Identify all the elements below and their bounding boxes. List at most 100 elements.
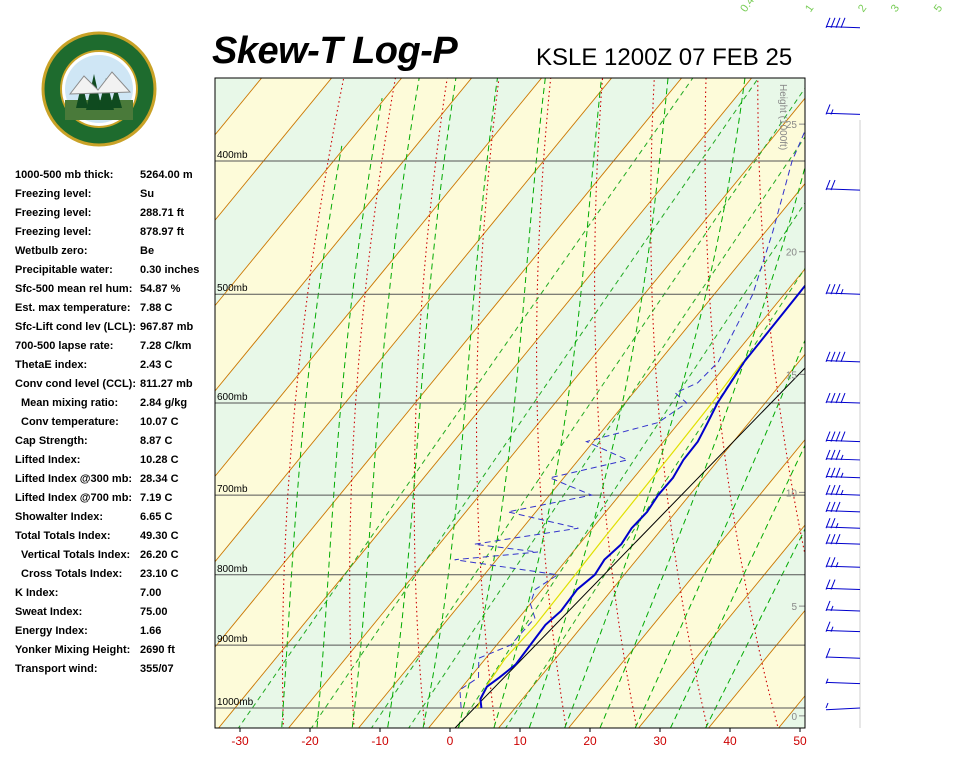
height-tick-label: 5 — [791, 602, 797, 613]
index-value: 7.88 C — [140, 302, 173, 314]
index-label: 700-500 lapse rate: — [15, 340, 114, 352]
mixing-ratio-line — [457, 202, 805, 728]
dry-adiabat — [757, 78, 805, 558]
index-label: Freezing level: — [15, 188, 92, 200]
wind-barb-flag — [830, 449, 836, 461]
wind-barb — [825, 579, 861, 591]
temperature-tick-label: -10 — [371, 734, 389, 748]
temperature-tick-label: 0 — [447, 734, 454, 748]
reference-line — [454, 367, 805, 728]
pressure-label: 1000mb — [217, 697, 254, 708]
temperature-tick-label: -20 — [301, 734, 319, 748]
index-value: 7.19 C — [140, 492, 173, 504]
wind-barb-flag — [840, 392, 846, 404]
wind-barb — [825, 678, 861, 685]
pressure-label: 800mb — [217, 564, 248, 575]
wind-barb-flag — [830, 557, 836, 568]
height-tick-label: 0 — [791, 712, 797, 723]
wind-barb-flag — [840, 17, 846, 28]
moist-adiabat — [316, 98, 383, 728]
wind-barb-shaft — [825, 656, 861, 659]
wind-barb — [825, 351, 861, 363]
wind-barb-flag — [835, 284, 841, 295]
index-value: Su — [140, 188, 155, 200]
index-label: Cap Strength: — [15, 435, 88, 447]
wind-barb-flag — [835, 501, 841, 513]
wind-barb-flag — [830, 17, 836, 28]
index-label: Est. max temperature: — [15, 302, 131, 314]
wind-barb-half-flag — [835, 562, 839, 568]
dry-adiabat — [704, 78, 779, 728]
index-label: Freezing level: — [15, 226, 92, 238]
wind-barb-flag — [835, 351, 841, 363]
pressure-label: 400mb — [217, 150, 248, 161]
station-time-label: KSLE 1200Z 07 FEB 25 — [536, 44, 793, 71]
wind-barb-flag — [825, 501, 831, 513]
index-label: Energy Index: — [15, 625, 88, 637]
index-value: 5264.00 m — [140, 169, 193, 181]
temperature-profile-line — [479, 284, 805, 709]
wind-barb-half-flag — [830, 109, 834, 115]
index-label: Lifted Index @300 mb: — [15, 473, 133, 485]
wind-barb-flag — [825, 449, 831, 461]
index-value: 10.28 C — [140, 454, 179, 466]
wind-barb-flag — [825, 557, 831, 568]
isotherm-line — [215, 78, 683, 648]
index-label: Transport wind: — [15, 663, 98, 675]
index-label: Sfc-500 mean rel hum: — [15, 283, 133, 295]
mixing-ratio-line — [237, 78, 694, 728]
temperature-tick-label: 50 — [793, 734, 807, 748]
wind-barb-flag — [830, 484, 836, 496]
wind-barb-half-flag — [830, 626, 834, 632]
wind-barb — [825, 392, 861, 404]
wind-barb-flag — [825, 431, 831, 442]
index-value: 23.10 C — [140, 568, 179, 580]
index-label: 1000-500 mb thick: — [15, 169, 114, 181]
mixing-ratio-line — [505, 267, 805, 728]
wind-barb-flag — [830, 284, 836, 295]
wind-barb-half-flag — [825, 678, 829, 684]
index-value: 6.65 C — [140, 511, 173, 523]
dry-adiabat — [281, 78, 345, 728]
pressure-label: 600mb — [217, 392, 248, 403]
height-axis-label: Height (1000ft) — [777, 84, 788, 150]
mixing-ratio-line — [310, 78, 759, 728]
index-value: 54.87 % — [140, 283, 181, 295]
index-label: Cross Totals Index: — [21, 568, 123, 580]
dry-adiabat — [809, 0, 932, 765]
index-value: 49.30 C — [140, 530, 179, 542]
index-value: 0.30 inches — [140, 264, 200, 276]
mixing-ratio-label: 5 — [932, 3, 945, 15]
wind-barb-half-flag — [835, 523, 839, 529]
wind-barb-half-flag — [840, 472, 844, 478]
index-value: 1.66 — [140, 625, 162, 637]
height-tick-label: 20 — [786, 248, 798, 259]
isotherm-line — [218, 78, 753, 728]
wind-barb — [825, 449, 861, 461]
dry-adiabat — [859, 0, 960, 765]
dewpoint-profile-line — [454, 129, 805, 709]
wind-barb-flag — [825, 179, 831, 191]
pressure-label: 500mb — [217, 283, 248, 294]
height-tick-label: 10 — [786, 488, 798, 499]
index-value: 7.00 — [140, 587, 162, 599]
wind-barb-flag — [825, 284, 831, 295]
pressure-label: 900mb — [217, 634, 248, 645]
wind-barb-flag — [830, 392, 836, 404]
plot-frame — [214, 77, 806, 729]
wind-barb — [825, 600, 861, 612]
index-value: 8.87 C — [140, 435, 173, 447]
index-value: 2.84 g/kg — [140, 397, 188, 409]
height-tick-label: 25 — [786, 120, 798, 131]
index-value: 75.00 — [140, 606, 168, 618]
index-value: 2.43 C — [140, 359, 173, 371]
wind-barb — [825, 17, 861, 29]
wind-barb — [825, 179, 861, 191]
wind-barb — [825, 621, 861, 633]
wind-barb — [825, 104, 861, 115]
temperature-tick-label: 10 — [513, 734, 527, 748]
isotherm-line — [568, 438, 805, 728]
dry-adiabat — [907, 0, 960, 765]
